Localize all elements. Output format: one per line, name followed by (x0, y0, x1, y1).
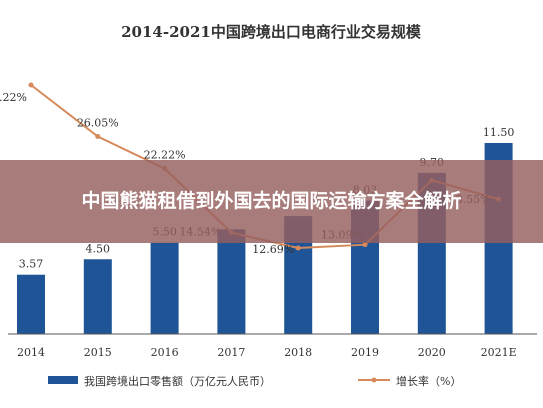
legend-bar-swatch (48, 376, 78, 384)
line-point (28, 82, 34, 88)
bar (217, 229, 246, 334)
line-value-label: 26.05% (77, 116, 119, 129)
x-tick-label: 2015 (84, 346, 112, 359)
line-value-label: 32.22% (0, 91, 27, 104)
x-tick-label: 2017 (217, 346, 245, 359)
x-tick-label: 2019 (351, 346, 379, 359)
bar-value-label: 11.50 (483, 126, 515, 139)
overlay-title: 中国熊猫租借到外国去的国际运输方案全解析 (81, 190, 462, 212)
bar (17, 274, 45, 334)
x-tick-label: 2020 (418, 346, 446, 359)
bar-value-label: 4.50 (86, 242, 111, 255)
x-tick-label: 2014 (17, 346, 45, 359)
bar (150, 242, 179, 334)
line-value-label: 22.22% (144, 148, 186, 161)
line-point (95, 133, 101, 139)
title-overlay-banner: 中国熊猫租借到外国去的国际运输方案全解析 (0, 160, 543, 243)
bar (83, 259, 112, 334)
legend-line-marker (371, 377, 377, 383)
chart-title: 2014-2021中国跨境出口电商行业交易规模 (121, 23, 422, 41)
line-point (295, 245, 301, 251)
bar-value-label: 3.57 (19, 258, 44, 271)
x-tick-label: 2021E (481, 346, 517, 359)
x-tick-label: 2018 (284, 346, 312, 359)
legend-line-label: 增长率（%） (396, 374, 461, 388)
line-point (362, 242, 368, 248)
legend-bar-label: 我国跨境出口零售额（万亿元人民币） (84, 374, 271, 388)
legend: 我国跨境出口零售额（万亿元人民币） 增长率（%） (48, 374, 461, 388)
line-value-label: 12.69% (252, 243, 294, 256)
x-tick-labels: 2014 2015 2016 2017 2018 2019 2020 2021E (17, 346, 517, 359)
x-tick-label: 2016 (151, 346, 179, 359)
